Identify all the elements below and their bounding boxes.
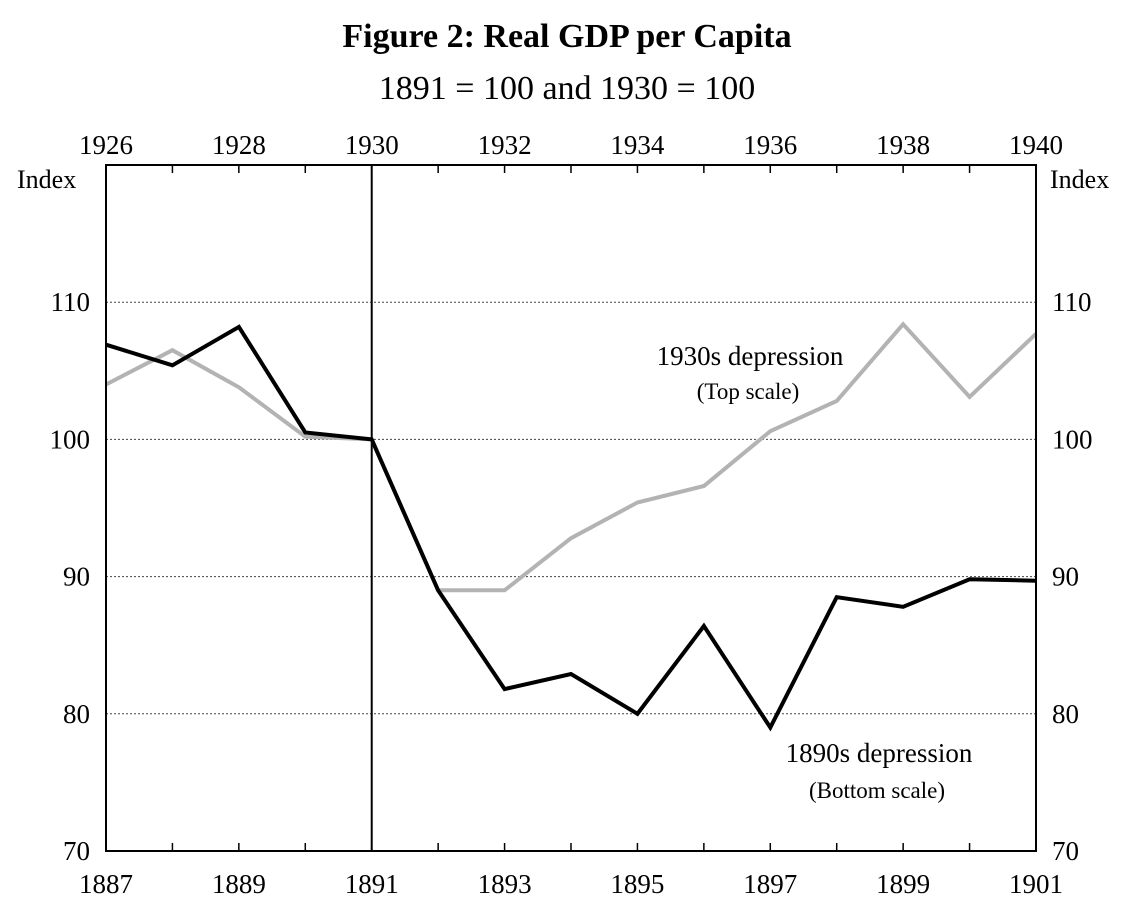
x-tick-label-top-1934: 1934 bbox=[610, 130, 665, 160]
x-tick-label-bottom-1891: 1891 bbox=[345, 869, 399, 899]
x-tick-label-top-1938: 1938 bbox=[876, 130, 930, 160]
y-tick-label-right-110: 110 bbox=[1052, 287, 1092, 317]
series-label-1890s: 1890s depression bbox=[786, 738, 973, 768]
x-tick-label-top-1940: 1940 bbox=[1009, 130, 1063, 160]
y-tick-label-right-100: 100 bbox=[1052, 424, 1093, 454]
series-line-1930s bbox=[105, 321, 1038, 593]
x-tick-label-bottom-1901: 1901 bbox=[1009, 869, 1063, 899]
y-tick-label-left-110: 110 bbox=[51, 287, 91, 317]
series-label-1930s: 1930s depression bbox=[657, 341, 844, 371]
x-tick-label-bottom-1899: 1899 bbox=[876, 869, 930, 899]
x-tick-label-top-1928: 1928 bbox=[212, 130, 266, 160]
tick-marks bbox=[105, 165, 1037, 851]
series-note-1930s: (Top scale) bbox=[697, 379, 799, 404]
x-tick-label-bottom-1897: 1897 bbox=[743, 869, 797, 899]
y-tick-label-left-80: 80 bbox=[63, 699, 90, 729]
x-tick-label-bottom-1895: 1895 bbox=[610, 869, 664, 899]
x-tick-label-top-1932: 1932 bbox=[478, 130, 532, 160]
y-tick-label-right-70: 70 bbox=[1052, 836, 1079, 866]
y-axis-label-right: Index bbox=[1050, 165, 1109, 194]
x-tick-label-bottom-1889: 1889 bbox=[212, 869, 266, 899]
y-tick-label-left-100: 100 bbox=[50, 424, 91, 454]
y-axis-label-left: Index bbox=[17, 165, 76, 194]
chart-subtitle: 1891 = 100 and 1930 = 100 bbox=[378, 70, 756, 107]
x-tick-label-bottom-1893: 1893 bbox=[478, 869, 532, 899]
axis-labels: 70 70 80 80 90 90 100 100 110 110 1887 1889 1891 1893… bbox=[50, 130, 1093, 899]
x-tick-label-bottom-1887: 1887 bbox=[79, 869, 133, 899]
series-note-1890s: (Bottom scale) bbox=[809, 778, 945, 803]
y-tick-label-left-90: 90 bbox=[63, 562, 90, 592]
chart-title: Figure 2: Real GDP per Capita bbox=[342, 18, 792, 55]
x-tick-label-top-1930: 1930 bbox=[345, 130, 399, 160]
y-tick-label-right-80: 80 bbox=[1052, 699, 1079, 729]
x-tick-label-top-1926: 1926 bbox=[79, 130, 133, 160]
series-lines bbox=[105, 165, 1038, 851]
series-line-1890s bbox=[105, 324, 1037, 732]
y-tick-label-left-70: 70 bbox=[63, 836, 90, 866]
gridlines bbox=[106, 301, 1036, 715]
y-tick-label-right-90: 90 bbox=[1052, 562, 1079, 592]
x-tick-label-top-1936: 1936 bbox=[743, 130, 797, 160]
